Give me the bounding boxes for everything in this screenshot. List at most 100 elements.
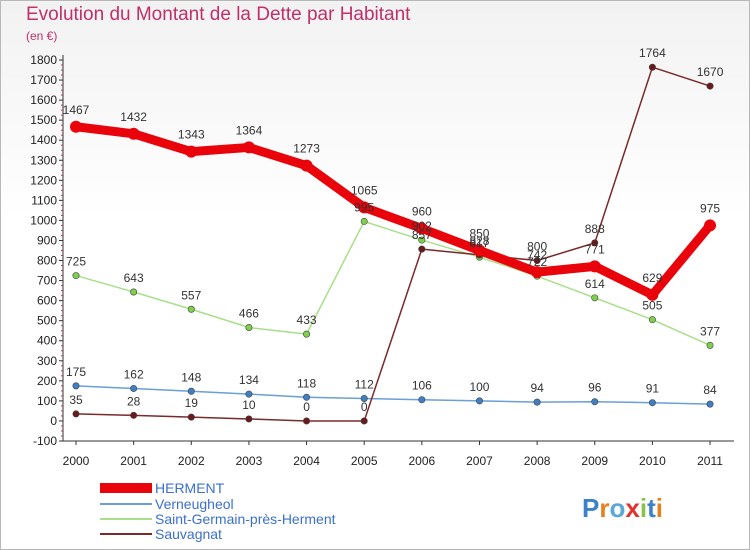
data-point-herment — [531, 266, 544, 279]
series-line-sauvagnat — [75, 66, 711, 422]
data-point-verneugheol — [360, 394, 368, 402]
data-label-verneugheol: 175 — [66, 365, 86, 379]
data-label-sauvagnat: 10 — [242, 398, 256, 412]
data-point-saint-germain-pr-s-herment — [591, 294, 599, 302]
data-point-herment — [646, 288, 659, 301]
x-tick-label: 2010 — [639, 454, 666, 468]
data-point-herment — [358, 201, 371, 214]
data-point-verneugheol — [187, 387, 195, 395]
data-point-herment — [473, 244, 486, 257]
x-tick-label: 2007 — [466, 454, 493, 468]
data-point-saint-germain-pr-s-herment — [648, 316, 656, 324]
y-tick-label: 1100 — [31, 193, 57, 207]
data-label-herment: 1467 — [63, 103, 90, 117]
data-label-sauvagnat: 828 — [469, 234, 489, 248]
data-point-sauvagnat — [72, 410, 80, 418]
chart-unit: (en €) — [26, 29, 58, 43]
x-tick-label: 2003 — [236, 454, 263, 468]
y-tick-label: -100 — [33, 434, 57, 448]
proxiti-logo: Proxiti — [582, 493, 663, 523]
data-point-saint-germain-pr-s-herment — [303, 330, 311, 338]
y-tick-label: 200 — [37, 374, 57, 388]
y-tick-label: 1500 — [30, 113, 57, 127]
data-point-saint-germain-pr-s-herment — [130, 288, 138, 296]
data-point-verneugheol — [475, 397, 483, 405]
data-point-sauvagnat — [418, 245, 426, 253]
data-label-verneugheol: 91 — [646, 382, 660, 396]
data-label-saint-germain-pr-s-herment: 557 — [181, 288, 201, 302]
data-label-saint-germain-pr-s-herment: 902 — [412, 219, 432, 233]
axes: -100010020030040050060070080090010001100… — [30, 53, 734, 468]
data-label-verneugheol: 100 — [469, 380, 489, 394]
data-label-verneugheol: 96 — [588, 381, 602, 395]
x-tick-label: 2008 — [524, 454, 551, 468]
data-label-saint-germain-pr-s-herment: 817 — [469, 236, 489, 250]
y-tick-label: 1700 — [30, 73, 57, 87]
logo-letter: P — [582, 493, 599, 523]
data-label-herment: 1065 — [351, 183, 378, 197]
data-point-sauvagnat — [303, 417, 311, 425]
data-label-verneugheol: 112 — [355, 377, 374, 391]
series-line-saint-germain-pr-s-herment — [75, 220, 711, 347]
y-tick-label: 500 — [37, 314, 57, 328]
data-point-herment — [70, 120, 82, 133]
data-point-herment — [588, 260, 601, 273]
y-tick-label: 1200 — [30, 173, 57, 187]
data-label-saint-germain-pr-s-herment: 995 — [354, 200, 374, 214]
y-tick-label: 1300 — [30, 153, 57, 167]
data-point-sauvagnat — [533, 257, 541, 265]
data-label-saint-germain-pr-s-herment: 722 — [527, 255, 547, 269]
y-tick-label: 300 — [37, 354, 57, 368]
data-point-saint-germain-pr-s-herment — [245, 324, 253, 332]
data-point-herment — [415, 222, 428, 235]
data-point-saint-germain-pr-s-herment — [418, 236, 426, 244]
series-line-verneugheol — [75, 385, 711, 405]
x-tick-label: 2000 — [63, 454, 90, 468]
logo-letter: t — [647, 493, 656, 523]
data-point-verneugheol — [245, 390, 253, 398]
logo-letter: r — [599, 493, 609, 523]
x-tick-label: 2002 — [178, 454, 205, 468]
data-label-sauvagnat: 888 — [585, 222, 605, 236]
legend: HERMENTVerneugheolSaint-Germain-près-Her… — [100, 480, 336, 542]
data-point-herment — [704, 219, 717, 232]
data-point-sauvagnat — [187, 413, 195, 421]
data-label-herment: 1343 — [178, 128, 205, 142]
data-label-saint-germain-pr-s-herment: 643 — [124, 271, 144, 285]
data-label-sauvagnat: 1670 — [697, 65, 724, 79]
data-point-sauvagnat — [706, 82, 714, 90]
data-label-saint-germain-pr-s-herment: 433 — [297, 313, 317, 327]
chart-title: Evolution du Montant de la Dette par Hab… — [26, 4, 411, 25]
data-label-sauvagnat: 1764 — [639, 46, 666, 60]
data-label-verneugheol: 162 — [124, 367, 144, 381]
data-label-sauvagnat: 35 — [69, 393, 83, 407]
legend-label-verneugheol: Verneugheol — [155, 496, 234, 512]
data-label-herment: 1364 — [236, 123, 263, 137]
legend-label-sauvagnat: Sauvagnat — [155, 526, 222, 542]
data-point-saint-germain-pr-s-herment — [187, 305, 195, 313]
data-label-herment: 850 — [469, 227, 489, 241]
data-point-sauvagnat — [245, 415, 253, 423]
y-tick-label: 1000 — [30, 213, 57, 227]
y-tick-label: 800 — [37, 254, 57, 268]
x-tick-label: 2004 — [293, 454, 320, 468]
x-tick-label: 2011 — [697, 454, 723, 468]
data-label-saint-germain-pr-s-herment: 466 — [239, 307, 259, 321]
data-point-herment — [242, 141, 255, 154]
x-tick-label: 2001 — [120, 454, 147, 468]
y-tick-label: 1400 — [30, 133, 57, 147]
logo-letter: i — [656, 493, 663, 523]
data-point-herment — [127, 127, 140, 140]
y-tick-label: 1800 — [30, 53, 57, 67]
y-tick-label: 1600 — [30, 93, 57, 107]
data-label-sauvagnat: 28 — [127, 394, 141, 408]
data-point-verneugheol — [72, 382, 80, 390]
data-label-herment: 960 — [412, 204, 432, 218]
data-label-sauvagnat: 800 — [527, 240, 547, 254]
data-point-verneugheol — [591, 398, 599, 406]
data-point-saint-germain-pr-s-herment — [72, 272, 80, 280]
data-label-sauvagnat: 0 — [303, 400, 310, 414]
data-label-saint-germain-pr-s-herment: 505 — [642, 299, 662, 313]
